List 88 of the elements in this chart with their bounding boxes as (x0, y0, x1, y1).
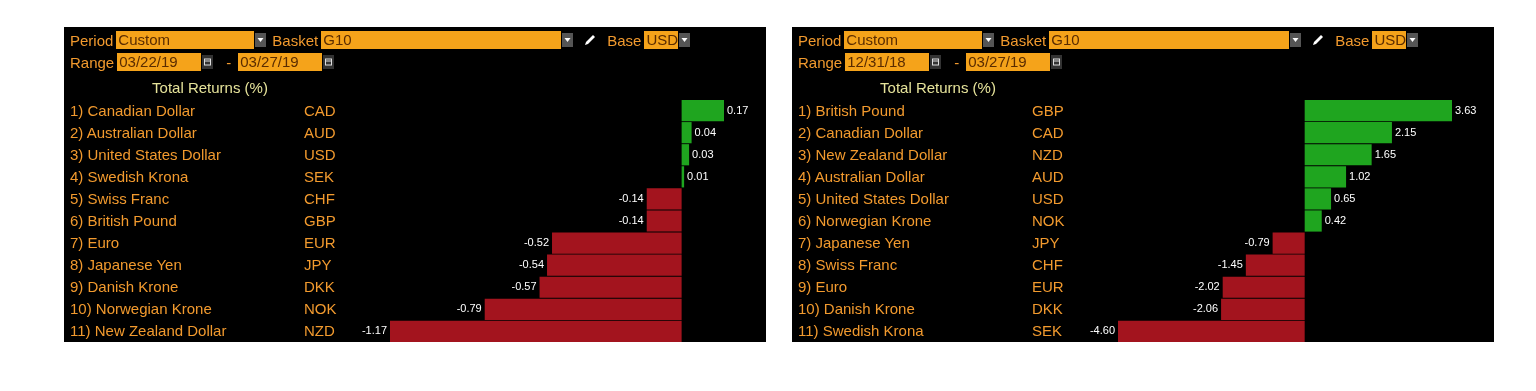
y-tick-label: 2) Canadian Dollar (798, 124, 924, 141)
text: 03/27/19 (238, 53, 323, 71)
y-tick-label: 8) Swiss Franc (798, 256, 898, 273)
y-tick-label: 6) British Pound (70, 212, 177, 229)
data-label: -0.14 (618, 191, 644, 204)
data-label: -0.14 (618, 214, 644, 226)
text: NZD (304, 322, 335, 339)
y-tick-label: 7) Japanese Yen (798, 234, 910, 251)
text: Base (607, 31, 642, 49)
y-tick-label: 7) Euro (70, 234, 120, 251)
text: G10 (321, 31, 562, 49)
data-label: -2.06 (1193, 302, 1219, 315)
y-tick-label: 4) Australian Dollar (798, 168, 925, 185)
text: Basket (272, 31, 319, 49)
y-tick-label: 3) New Zealand Dollar (798, 146, 948, 163)
data-label: -0.52 (523, 236, 550, 249)
text: NOK (304, 300, 337, 317)
text: Base (1335, 31, 1370, 49)
data-label: -0.57 (511, 280, 537, 293)
text: EUR (304, 234, 336, 251)
y-tick-label: 11) Swedish Krona (798, 322, 925, 339)
y-tick-label: 6) Norwegian Krone (798, 212, 932, 229)
data-label: 3.63 (1455, 103, 1477, 116)
text: NZD (1032, 146, 1063, 163)
text: Range (798, 53, 843, 71)
text: Custom (116, 31, 255, 49)
data-label: 0.03 (692, 147, 714, 160)
y-tick-label: 11) New Zealand Dollar (70, 322, 227, 339)
text: CHF (1032, 256, 1063, 273)
text: USD (304, 146, 336, 163)
y-tick-label: 4) Swedish Krona (70, 168, 190, 185)
text: SEK (304, 168, 335, 185)
text: Total Returns (%) (152, 79, 268, 96)
text: CHF (304, 190, 335, 207)
text: Range (70, 53, 115, 71)
text: NOK (1032, 212, 1065, 229)
text: Total Returns (%) (880, 79, 996, 96)
y-tick-label: 5) Swiss Franc (70, 190, 170, 207)
text: JPY (304, 256, 332, 273)
y-tick-label: 2) Australian Dollar (70, 124, 197, 141)
text: Custom (844, 31, 983, 49)
text: 03/27/19 (966, 53, 1051, 71)
text: - (226, 53, 232, 71)
data-label: -1.45 (1217, 258, 1243, 271)
text: GBP (1032, 102, 1064, 119)
text: Period (70, 31, 114, 49)
data-label: -0.79 (456, 302, 482, 315)
data-label: -2.02 (1194, 280, 1220, 293)
data-label: 1.02 (1349, 169, 1371, 182)
text: CAD (1032, 124, 1064, 141)
text: USD (1372, 31, 1407, 49)
data-label: -0.54 (518, 258, 545, 271)
text: EUR (1032, 278, 1064, 295)
y-tick-label: 1) Canadian Dollar (70, 102, 196, 119)
data-label: -1.17 (361, 324, 387, 337)
y-tick-label: 9) Euro (798, 278, 848, 295)
text: SEK (1032, 322, 1063, 339)
text: AUD (304, 124, 336, 141)
data-label: 0.01 (687, 169, 709, 182)
y-tick-label: 8) Japanese Yen (70, 256, 182, 273)
data-label: 0.04 (694, 125, 717, 138)
text: Basket (1000, 31, 1047, 49)
data-label: 1.65 (1374, 147, 1397, 160)
y-tick-label: 10) Danish Krone (798, 300, 915, 317)
y-tick-label: 3) United States Dollar (70, 146, 221, 163)
text: G10 (1049, 31, 1290, 49)
text: - (954, 53, 960, 71)
text: DKK (1032, 300, 1063, 317)
y-tick-label: 10) Norwegian Krone (70, 300, 212, 317)
data-label: 2.15 (1394, 125, 1417, 138)
y-tick-label: 9) Danish Krone (70, 278, 179, 295)
data-label: -0.79 (1244, 236, 1270, 249)
text: CAD (304, 102, 336, 119)
text: Period (798, 31, 842, 49)
data-label: 0.17 (727, 103, 749, 116)
text: DKK (304, 278, 335, 295)
data-label: 0.42 (1324, 214, 1347, 226)
text: GBP (304, 212, 336, 229)
data-label: -4.60 (1089, 324, 1115, 337)
y-tick-label: 1) British Pound (798, 102, 905, 119)
text: 12/31/18 (845, 53, 930, 71)
text: JPY (1032, 234, 1060, 251)
y-tick-label: 5) United States Dollar (798, 190, 949, 207)
text: 03/22/19 (117, 53, 202, 71)
text: USD (1032, 190, 1064, 207)
text: USD (644, 31, 679, 49)
data-label: 0.65 (1334, 191, 1356, 204)
text: AUD (1032, 168, 1064, 185)
